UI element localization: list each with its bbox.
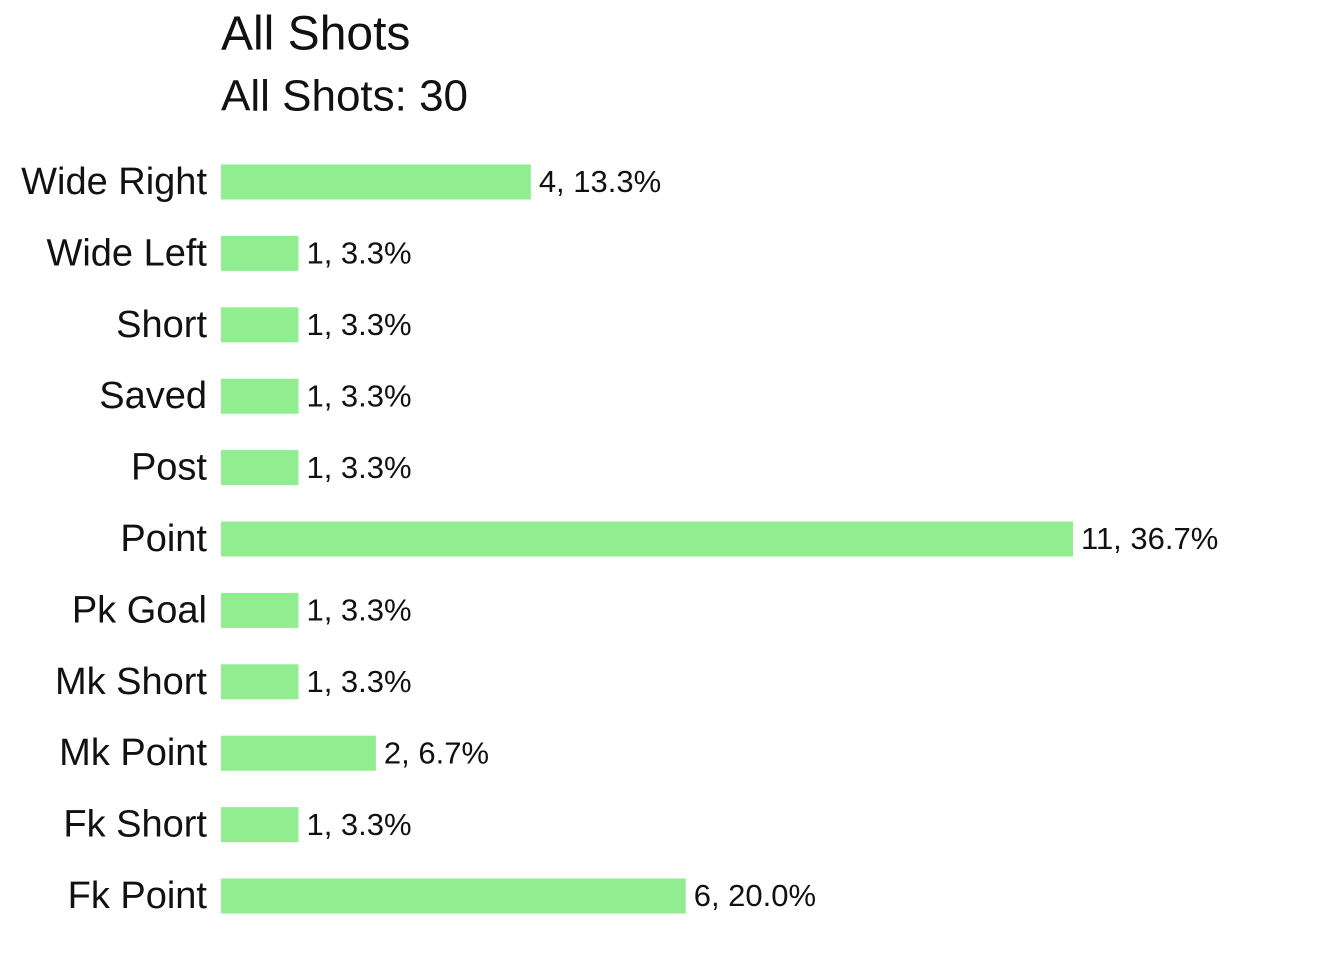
y-tick-label: Short	[116, 304, 207, 346]
y-tick-label: Point	[120, 518, 207, 560]
bar	[221, 307, 299, 343]
y-tick-label: Wide Left	[46, 232, 207, 274]
y-tick-label: Pk Goal	[72, 589, 207, 631]
y-tick-label: Mk Point	[59, 732, 207, 774]
bar	[221, 450, 299, 486]
value-label: 1, 3.3%	[306, 593, 411, 628]
value-label: 1, 3.3%	[306, 807, 411, 842]
value-label: 6, 20.0%	[694, 878, 816, 913]
bar	[221, 807, 299, 843]
value-label: 11, 36.7%	[1081, 521, 1218, 556]
y-tick-label: Post	[131, 447, 207, 489]
bar	[221, 735, 376, 771]
value-label: 1, 3.3%	[306, 236, 411, 271]
y-tick-label: Wide Right	[21, 161, 207, 203]
value-label: 4, 13.3%	[539, 164, 661, 199]
y-tick-label: Mk Short	[55, 661, 207, 703]
bar	[221, 235, 299, 271]
bar	[221, 592, 299, 628]
chart-subtitle: All Shots: 30	[221, 72, 468, 121]
value-label: 1, 3.3%	[306, 664, 411, 699]
value-label: 2, 6.7%	[384, 735, 489, 770]
value-label: 1, 3.3%	[306, 307, 411, 342]
bar	[221, 378, 299, 414]
bar	[221, 521, 1073, 557]
bar	[221, 164, 531, 200]
y-tick-label: Fk Point	[68, 875, 208, 917]
chart-title: All Shots	[221, 8, 410, 61]
bar	[221, 664, 299, 700]
y-tick-label: Saved	[99, 375, 207, 417]
value-label: 1, 3.3%	[306, 378, 411, 413]
bar	[221, 878, 686, 914]
y-tick-label: Fk Short	[63, 804, 207, 846]
value-label: 1, 3.3%	[306, 450, 411, 485]
